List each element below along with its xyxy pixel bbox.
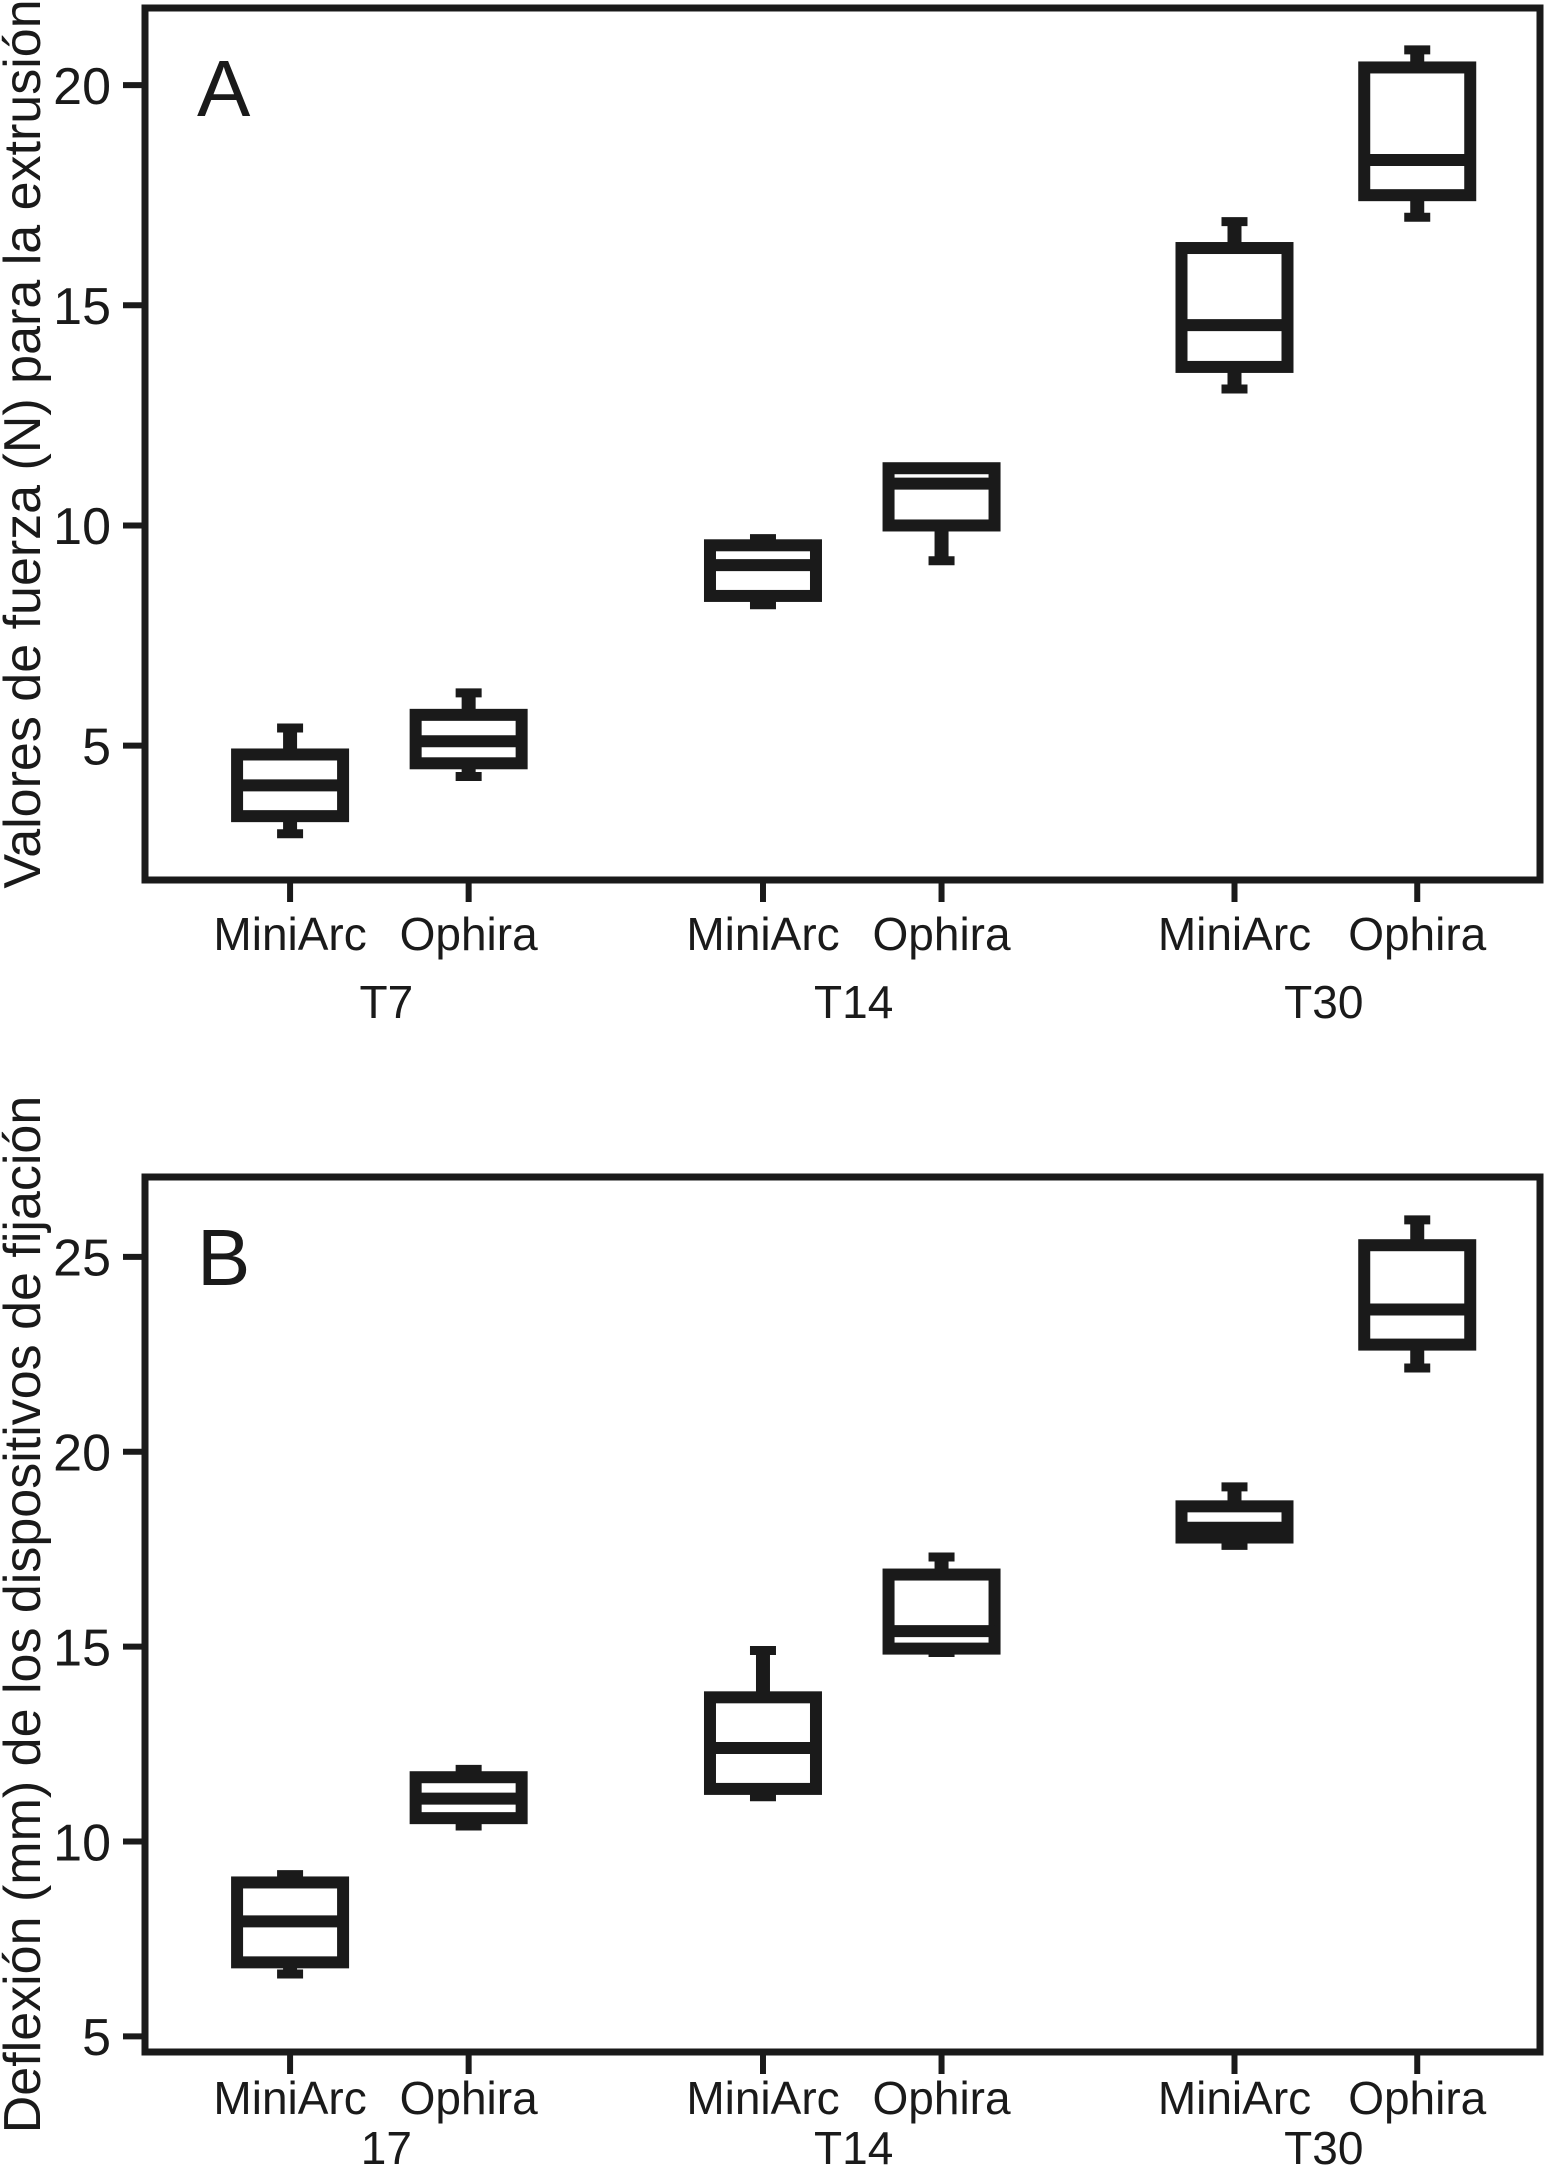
y-axis-label: Deflexión (mm) de los dispositivos de fi… (0, 1096, 52, 2134)
boxplot-box-miniarc-t7 (231, 723, 350, 839)
boxplot-box-miniarc-t14 (703, 534, 822, 610)
x-category-label: MiniArc (686, 2072, 839, 2124)
x-group-label: T7 (359, 976, 413, 1028)
boxplot-box-ophira-17 (409, 1764, 528, 1831)
y-axis-label: Valores de fuerza (N) para la extrusión (0, 0, 52, 889)
y-tick-label: 10 (53, 498, 111, 556)
x-group-label: T14 (814, 976, 893, 1028)
panel-letter: B (197, 1213, 250, 1302)
x-category-label: MiniArc (213, 908, 366, 960)
y-tick-label: 20 (53, 1424, 111, 1482)
boxplot-box-miniarc-17 (231, 1870, 350, 1979)
boxplot-box-ophira-t30 (1358, 45, 1477, 222)
x-category-label: Ophira (1348, 2072, 1486, 2124)
y-tick-label: 15 (53, 1619, 111, 1677)
x-group-label: T30 (1284, 2122, 1363, 2169)
plot-frame (141, 1173, 1544, 2056)
iqr-box (1358, 1239, 1477, 1351)
x-category-label: Ophira (873, 2072, 1011, 2124)
x-group-label: 17 (361, 2122, 412, 2169)
x-category-label: MiniArc (213, 2072, 366, 2124)
boxplot-box-ophira-t14 (882, 462, 1001, 566)
boxplot-box-ophira-t7 (409, 688, 528, 782)
y-tick-label: 5 (82, 718, 111, 776)
iqr-box (882, 462, 1001, 532)
y-tick-label: 15 (53, 278, 111, 336)
boxplot-box-miniarc-t30 (1175, 217, 1294, 394)
x-category-label: Ophira (400, 2072, 538, 2124)
iqr-box (1175, 242, 1294, 373)
boxplot-box-miniarc-t30 (1175, 1482, 1294, 1550)
x-group-label: T14 (814, 2122, 893, 2169)
x-category-label: Ophira (1348, 908, 1486, 960)
iqr-box (882, 1568, 1001, 1655)
iqr-box (1358, 61, 1477, 202)
x-category-label: MiniArc (1158, 2072, 1311, 2124)
panel-letter: A (197, 44, 251, 133)
boxplot-box-ophira-t14 (882, 1552, 1001, 1658)
boxplot-box-ophira-t30 (1358, 1215, 1477, 1373)
y-tick-label: 10 (53, 1814, 111, 1872)
plot-frame (141, 4, 1544, 884)
x-category-label: MiniArc (1158, 908, 1311, 960)
x-category-label: Ophira (400, 908, 538, 960)
x-category-label: Ophira (873, 908, 1011, 960)
x-group-label: T30 (1284, 976, 1363, 1028)
y-tick-label: 5 (82, 2009, 111, 2067)
boxplot-box-miniarc-t14 (703, 1646, 822, 1802)
y-tick-label: 20 (53, 58, 111, 116)
y-tick-label: 25 (53, 1230, 111, 1288)
x-category-label: MiniArc (686, 908, 839, 960)
